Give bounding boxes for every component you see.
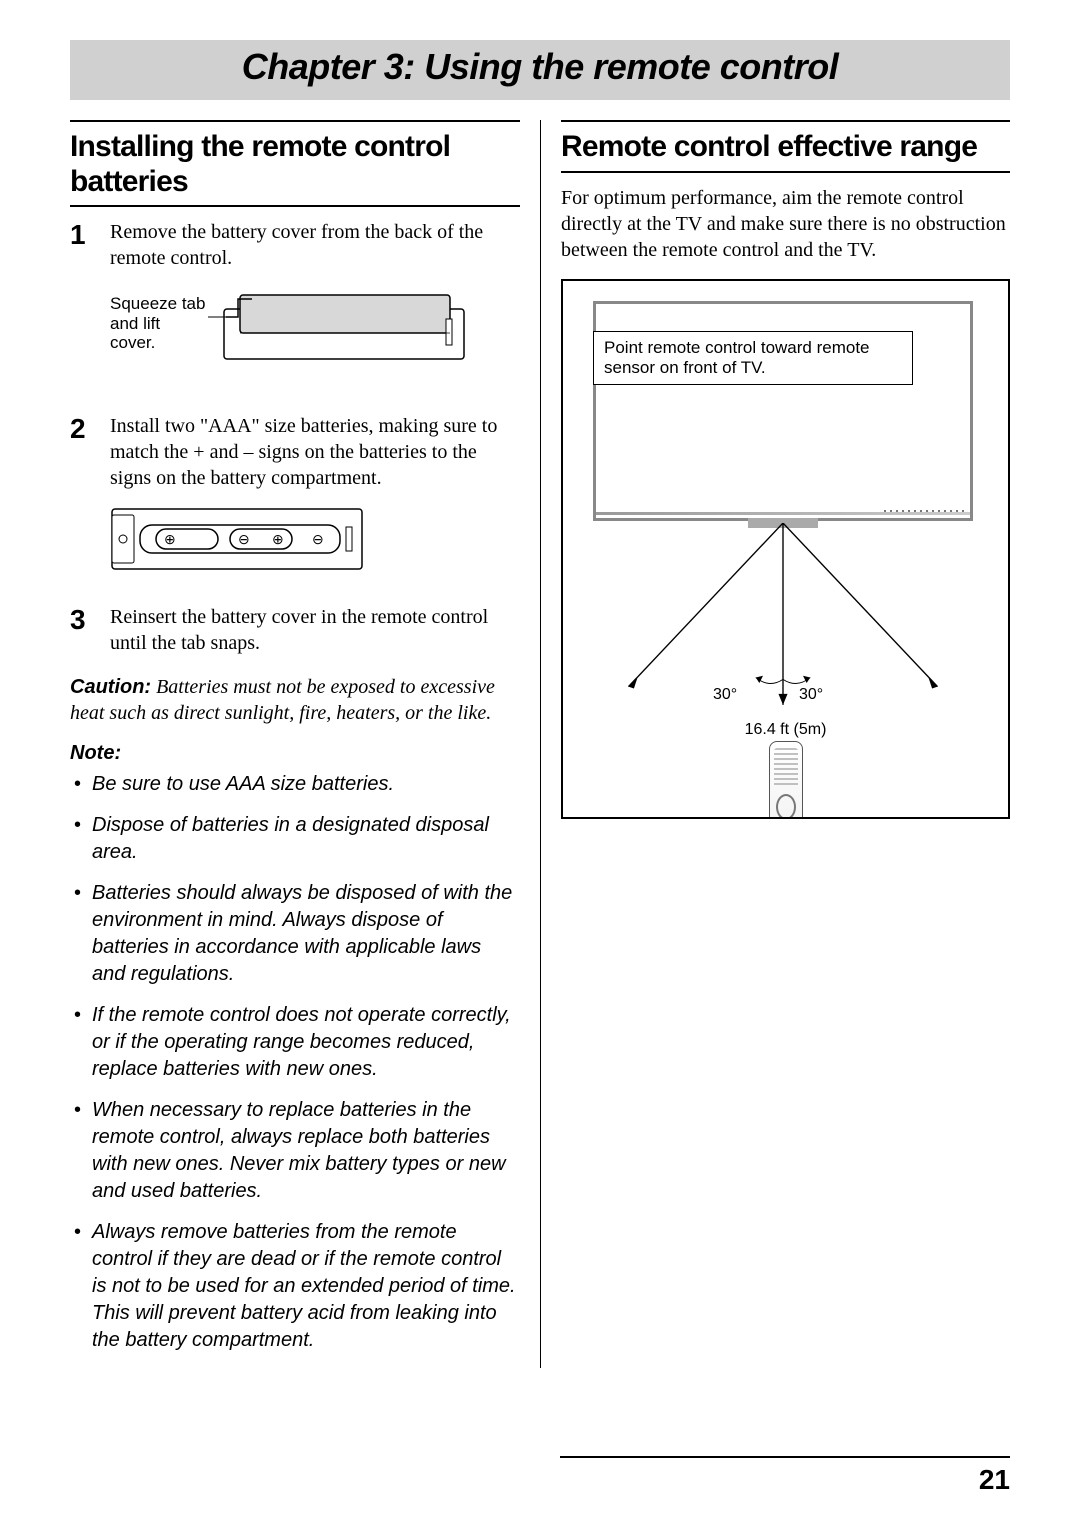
step-number: 3 [70, 604, 110, 656]
note-item: Dispose of batteries in a designated dis… [70, 812, 520, 866]
svg-text:⊖: ⊖ [238, 531, 250, 547]
figure-batteries: ⊕ ⊖ ⊕ ⊖ [110, 501, 520, 586]
figure-label-line1: Squeeze tab [110, 294, 210, 314]
caution-label: Caution: [70, 676, 151, 698]
chapter-header: Chapter 3: Using the remote control [70, 40, 1010, 100]
note-heading: Note: [70, 742, 520, 765]
step-text: Remove the battery cover from the back o… [110, 219, 520, 271]
notes-list: Be sure to use AAA size batteries. Dispo… [70, 771, 520, 1354]
figure-remote-cover: Squeeze tab and lift cover. [110, 281, 520, 435]
section-title-right: Remote control effective range [561, 120, 1010, 173]
step-number: 1 [70, 219, 110, 271]
left-column: Installing the remote control batteries … [70, 120, 540, 1368]
step-number: 2 [70, 413, 110, 491]
remote-icon [769, 741, 803, 819]
svg-text:⊕: ⊕ [164, 531, 176, 547]
note-item: Batteries should always be disposed of w… [70, 880, 520, 988]
callout-box: Point remote control toward remote senso… [593, 331, 913, 385]
step-2: 2 Install two "AAA" size batteries, maki… [70, 413, 520, 491]
caution-paragraph: Caution: Batteries must not be exposed t… [70, 674, 520, 726]
distance-label: 16.4 ft (5m) [745, 721, 827, 739]
step-3: 3 Reinsert the battery cover in the remo… [70, 604, 520, 656]
section-title-left: Installing the remote control batteries [70, 120, 520, 207]
note-item: Be sure to use AAA size batteries. [70, 771, 520, 798]
svg-text:⊕: ⊕ [272, 531, 284, 547]
intro-paragraph: For optimum performance, aim the remote … [561, 185, 1010, 263]
step-text: Reinsert the battery cover in the remote… [110, 604, 520, 656]
note-item: Always remove batteries from the remote … [70, 1219, 520, 1354]
step-1: 1 Remove the battery cover from the back… [70, 219, 520, 271]
svg-text:⊖: ⊖ [312, 531, 324, 547]
note-item: When necessary to replace batteries in t… [70, 1097, 520, 1205]
right-column: Remote control effective range For optim… [540, 120, 1010, 1368]
figure-label-line2: and lift cover. [110, 314, 210, 353]
note-item: If the remote control does not operate c… [70, 1002, 520, 1083]
page-number: 21 [560, 1456, 1010, 1496]
step-text: Install two "AAA" size batteries, making… [110, 413, 520, 491]
figure-effective-range: Point remote control toward remote senso… [561, 279, 1010, 819]
